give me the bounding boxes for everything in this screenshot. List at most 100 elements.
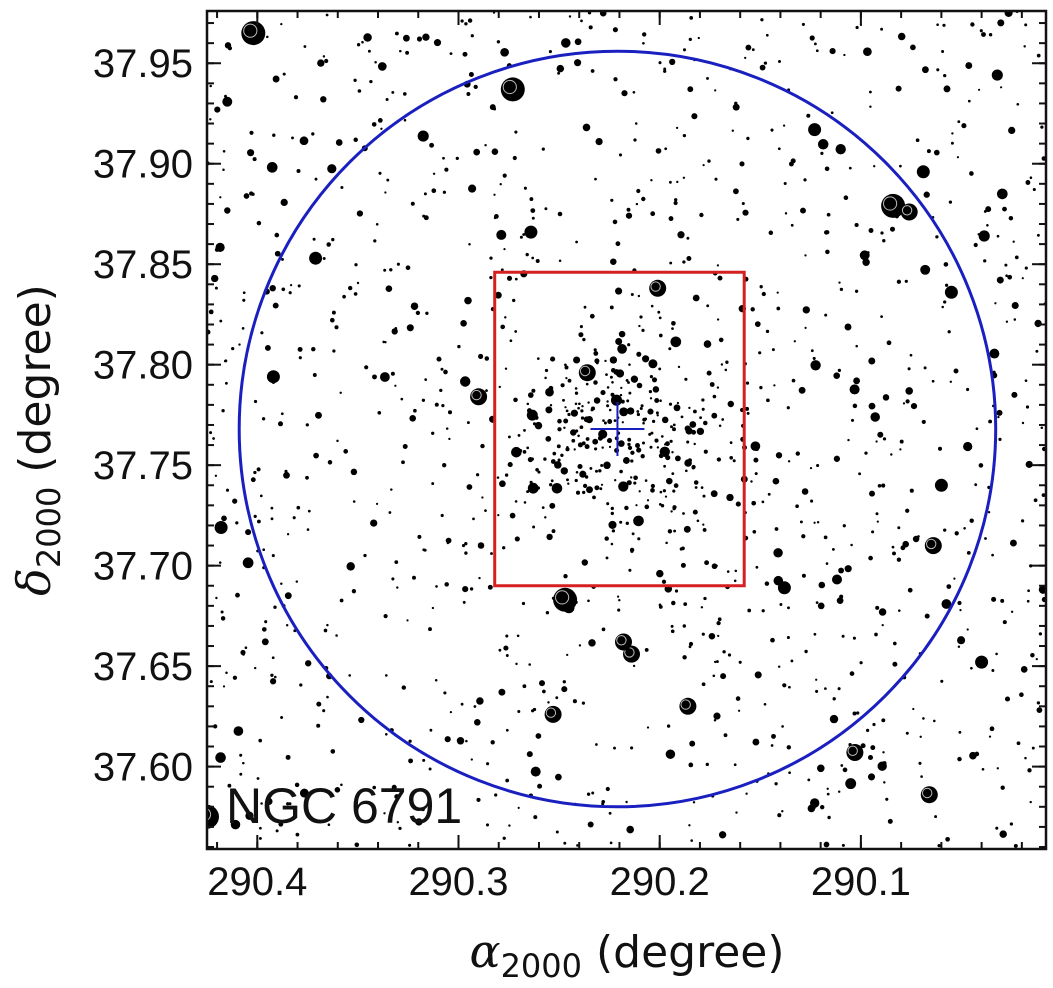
field-star	[266, 161, 278, 173]
field-star	[461, 544, 466, 548]
field-star	[214, 474, 218, 477]
field-star	[254, 666, 257, 670]
field-star	[241, 327, 245, 330]
cluster-star	[759, 385, 763, 390]
field-star	[891, 545, 895, 549]
field-star	[877, 483, 882, 488]
cluster-star	[721, 418, 725, 421]
field-star	[222, 685, 226, 688]
field-star	[657, 310, 661, 314]
field-star	[689, 16, 694, 20]
field-star	[1004, 263, 1008, 267]
cluster-star	[498, 385, 501, 389]
field-star	[839, 287, 844, 292]
cluster-star	[628, 363, 631, 366]
field-star	[269, 678, 277, 685]
field-star	[462, 51, 468, 57]
field-star	[599, 11, 607, 17]
field-star	[763, 702, 767, 706]
field-star	[444, 582, 449, 587]
cluster-star	[649, 445, 653, 449]
field-star	[425, 311, 429, 315]
field-star	[422, 548, 426, 552]
cluster-star	[578, 402, 581, 406]
field-star	[646, 726, 650, 729]
field-star	[514, 130, 518, 134]
field-star	[445, 427, 449, 430]
cluster-star	[554, 461, 562, 469]
field-star	[869, 105, 872, 108]
field-star	[1041, 493, 1046, 497]
cluster-star	[517, 433, 521, 437]
field-star	[610, 258, 617, 265]
x-tick-label: 290.3	[408, 860, 508, 904]
cluster-star	[689, 421, 697, 428]
cluster-star	[691, 464, 696, 470]
cluster-star	[560, 453, 564, 457]
field-star	[590, 69, 595, 73]
field-star	[634, 122, 638, 125]
field-star	[253, 399, 258, 404]
field-star	[421, 398, 426, 402]
field-star	[673, 200, 678, 206]
field-star	[498, 688, 506, 696]
field-star	[577, 463, 583, 470]
field-star	[1025, 180, 1031, 185]
field-star	[227, 46, 233, 51]
field-star	[442, 156, 445, 160]
field-star	[907, 587, 913, 593]
field-star	[1004, 11, 1013, 17]
field-star	[564, 365, 569, 370]
field-star	[601, 627, 606, 632]
field-star	[876, 520, 879, 523]
field-star	[847, 438, 850, 442]
cluster-star	[581, 441, 586, 446]
star-halo	[502, 79, 517, 95]
field-star	[999, 86, 1003, 89]
field-star	[683, 602, 688, 606]
cluster-star	[693, 480, 699, 485]
field-star	[448, 437, 451, 441]
field-star	[1016, 741, 1021, 746]
cluster-star	[584, 444, 590, 450]
cluster-star	[672, 489, 676, 493]
field-star	[251, 478, 255, 481]
field-star	[1024, 23, 1028, 27]
cluster-star	[608, 520, 617, 529]
field-star	[967, 65, 970, 69]
field-star	[682, 48, 687, 52]
field-star	[666, 724, 671, 728]
field-star	[356, 281, 360, 285]
field-star	[713, 712, 721, 720]
field-star	[262, 548, 266, 552]
bright-star	[920, 786, 938, 804]
field-star	[306, 528, 310, 531]
cluster-star	[754, 472, 758, 476]
cluster-star	[751, 500, 757, 506]
field-star	[390, 488, 393, 491]
field-star	[464, 22, 468, 26]
field-star	[1038, 585, 1046, 594]
cluster-star	[562, 398, 565, 402]
field-star	[364, 365, 369, 370]
field-star	[515, 662, 518, 666]
field-star	[400, 397, 404, 401]
field-star	[959, 608, 962, 612]
field-star	[991, 669, 995, 672]
field-star	[357, 89, 362, 93]
cluster-star	[662, 489, 667, 493]
field-star	[922, 66, 929, 74]
field-star	[356, 210, 364, 217]
field-star	[902, 540, 909, 548]
field-star	[238, 343, 241, 346]
field-star	[247, 149, 255, 157]
cluster-star	[518, 448, 523, 453]
field-star	[809, 466, 813, 470]
field-star	[786, 406, 790, 410]
field-star	[500, 324, 506, 330]
field-star	[713, 660, 717, 664]
field-star	[443, 691, 447, 695]
field-star	[1040, 426, 1044, 430]
field-star	[1035, 657, 1038, 661]
field-star	[582, 337, 586, 342]
